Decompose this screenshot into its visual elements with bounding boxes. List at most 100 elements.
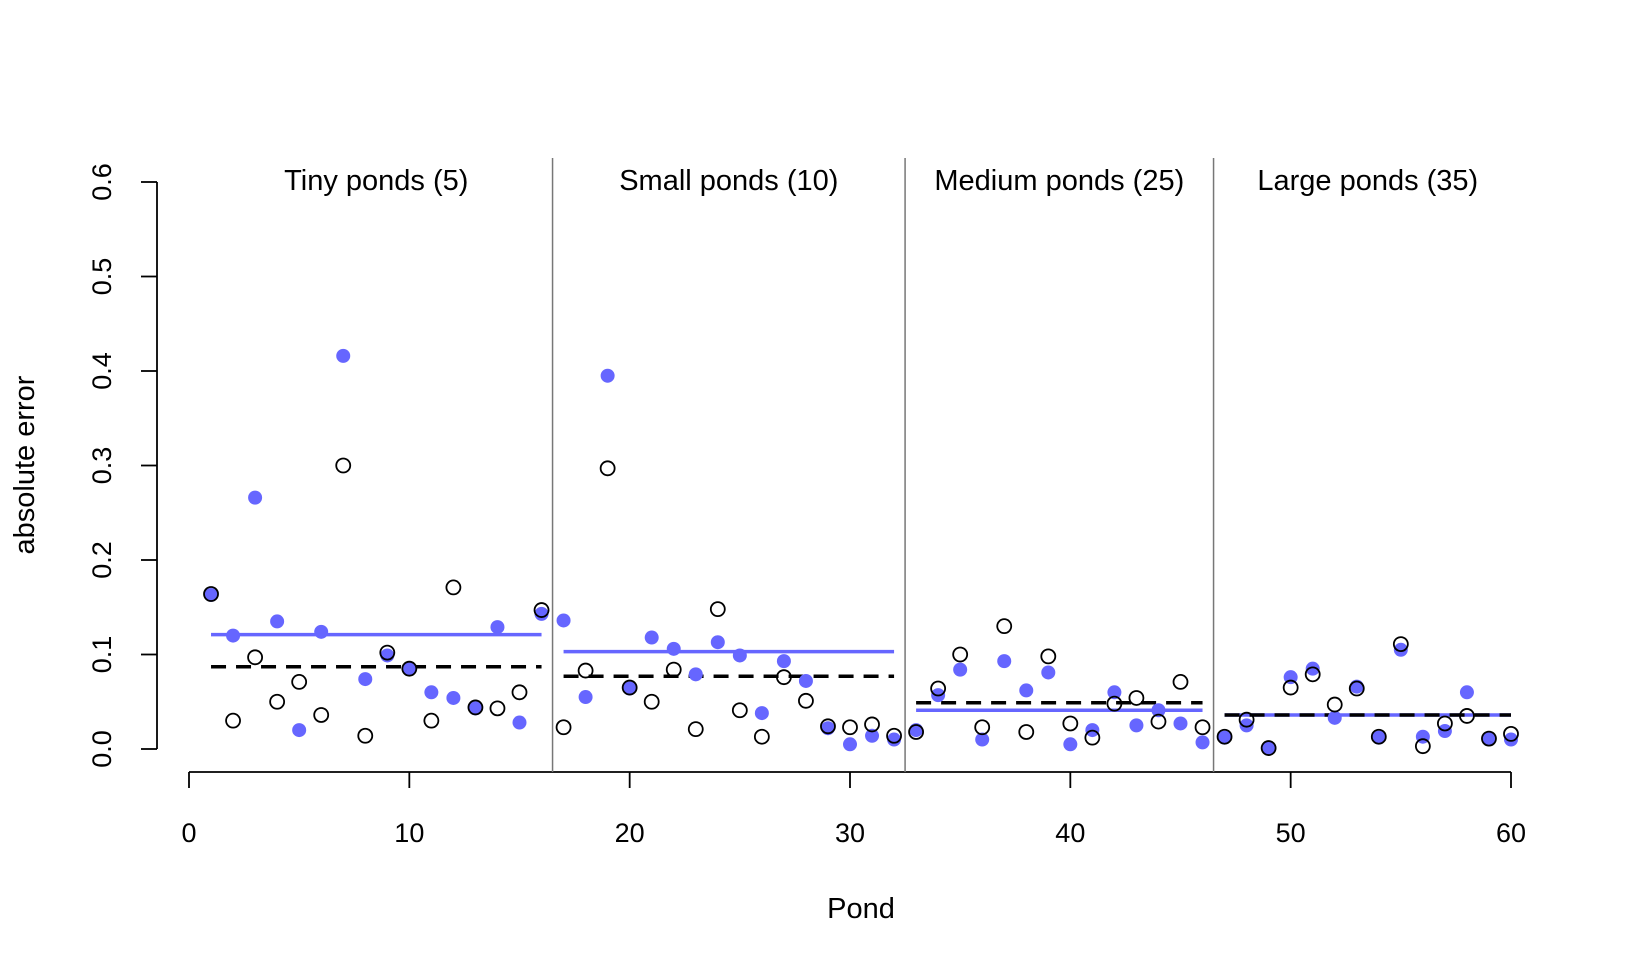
data-point-filled xyxy=(226,628,241,643)
y-tick-label: 0.0 xyxy=(87,730,117,768)
x-tick-label: 20 xyxy=(615,818,645,848)
data-point-open xyxy=(489,700,506,717)
y-tick-label: 0.3 xyxy=(87,447,117,485)
data-point-filled xyxy=(843,737,857,752)
data-point-open xyxy=(1481,730,1497,747)
data-point-open xyxy=(423,712,440,729)
data-point-open xyxy=(731,702,748,719)
group-dividers xyxy=(551,158,1215,772)
data-point-open xyxy=(996,618,1013,635)
data-point-filled xyxy=(644,630,659,645)
data-point-open xyxy=(225,712,241,729)
data-point-filled xyxy=(1327,710,1342,725)
data-point-open xyxy=(533,602,550,618)
data-point-open xyxy=(1304,666,1321,683)
y-ticks: 0.0 0.1 0.2 0.3 0.4 0.5 0.6 xyxy=(87,163,157,768)
data-point-filled xyxy=(887,732,902,747)
data-point-open xyxy=(291,674,308,690)
data-point-filled xyxy=(1459,685,1474,700)
data-point-filled xyxy=(446,690,461,705)
data-point-open xyxy=(1040,648,1057,665)
data-point-filled xyxy=(402,661,417,676)
data-point-open xyxy=(1503,725,1519,742)
data-point-filled xyxy=(622,681,637,696)
data-point-open xyxy=(1260,740,1277,756)
group-labels: Tiny ponds (5) Small ponds (10) Medium pon… xyxy=(284,165,1478,197)
data-point-open xyxy=(1414,738,1431,755)
data-point-filled xyxy=(1261,741,1276,756)
data-point-open xyxy=(555,719,572,736)
data-point-open xyxy=(1437,715,1453,732)
data-point-open xyxy=(974,719,991,736)
data-point-open xyxy=(1128,690,1145,706)
data-point-open xyxy=(599,460,616,477)
data-point-open xyxy=(930,680,947,697)
x-axis-title: Pond xyxy=(827,893,895,925)
data-point-filled xyxy=(270,614,285,629)
data-point-open xyxy=(1282,679,1299,696)
group-label: Small ponds (10) xyxy=(619,165,838,197)
data-point-open xyxy=(511,684,528,701)
data-point-filled xyxy=(688,667,703,682)
x-ticks: 0 10 20 30 40 50 60 xyxy=(181,772,1526,848)
data-point-open xyxy=(1326,696,1343,713)
data-point-open xyxy=(665,661,682,678)
y-tick-label: 0.1 xyxy=(87,636,117,674)
data-point-filled xyxy=(490,620,505,635)
y-tick-label: 0.4 xyxy=(87,352,117,390)
data-point-open xyxy=(445,579,462,596)
data-point-filled xyxy=(865,728,880,743)
data-point-open xyxy=(1459,708,1475,724)
data-point-filled xyxy=(975,732,990,747)
data-point-filled xyxy=(424,685,439,700)
data-point-filled xyxy=(1019,683,1034,698)
y-tick-label: 0.2 xyxy=(87,541,117,579)
y-tick-label: 0.6 xyxy=(87,163,117,201)
data-point-open xyxy=(709,601,726,618)
data-point-open xyxy=(842,719,858,736)
data-point-open xyxy=(203,586,219,602)
data-points xyxy=(203,348,1519,756)
data-point-open xyxy=(1238,711,1255,728)
data-point-open xyxy=(577,662,594,679)
data-point-filled xyxy=(1107,685,1122,700)
data-point-filled xyxy=(754,706,769,721)
data-point-filled xyxy=(292,723,307,738)
x-tick-label: 10 xyxy=(394,818,424,848)
data-point-filled xyxy=(204,587,219,602)
data-point-filled xyxy=(710,635,725,650)
y-axis-title: absolute error xyxy=(9,375,41,554)
data-point-open xyxy=(753,728,770,745)
data-point-filled xyxy=(666,641,681,656)
data-point-filled xyxy=(1393,642,1408,657)
data-point-filled xyxy=(248,490,263,505)
data-point-filled xyxy=(1063,737,1078,752)
group-label: Tiny ponds (5) xyxy=(284,165,468,197)
data-point-filled xyxy=(1371,730,1386,745)
data-point-open xyxy=(621,679,638,696)
group-label: Large ponds (35) xyxy=(1257,165,1478,197)
data-point-filled xyxy=(358,672,373,687)
data-point-open xyxy=(1172,674,1189,690)
data-point-filled xyxy=(1504,732,1518,747)
y-tick-label: 0.5 xyxy=(87,258,117,296)
data-point-filled xyxy=(798,673,813,688)
data-point-filled xyxy=(776,654,791,669)
data-point-open xyxy=(952,646,969,663)
data-point-open xyxy=(313,707,330,723)
x-tick-label: 50 xyxy=(1276,818,1306,848)
data-point-filled xyxy=(1217,730,1232,745)
data-point-filled xyxy=(600,368,615,383)
data-point-open xyxy=(820,718,836,735)
data-point-open xyxy=(643,693,660,710)
data-point-open xyxy=(798,692,814,709)
data-point-filled xyxy=(512,715,527,730)
x-tick-label: 60 xyxy=(1496,818,1526,848)
data-point-open xyxy=(401,660,418,677)
data-point-open xyxy=(687,721,704,738)
data-point-open xyxy=(357,727,374,744)
data-point-open xyxy=(1216,728,1233,745)
data-point-filled xyxy=(556,613,571,628)
data-point-filled xyxy=(1041,665,1056,680)
